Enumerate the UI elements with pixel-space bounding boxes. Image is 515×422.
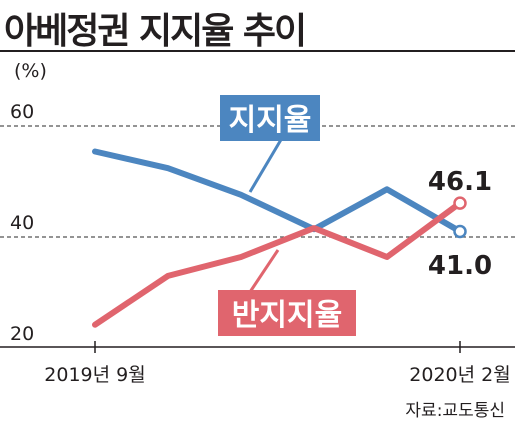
y-axis-unit: (%): [14, 60, 47, 82]
source-note: 자료:교도통신: [405, 401, 505, 421]
y-tick-20: 20: [10, 323, 34, 345]
disapproval-label-leader: [248, 249, 280, 293]
title-rule: [0, 50, 515, 52]
chart-title: 아베정권 지지율 추이: [4, 11, 307, 52]
approval-end-value: 41.0: [428, 251, 492, 281]
disapproval-label-box: [218, 290, 356, 336]
x-tick-label-end: 2020년 2월: [409, 364, 510, 386]
y-tick-60: 60: [10, 101, 34, 123]
x-tick-label-start: 2019년 9월: [44, 364, 145, 386]
series-layer: [92, 148, 467, 328]
approval-label-box: [220, 95, 320, 141]
disapproval-line: [92, 200, 463, 328]
y-tick-40: 40: [10, 212, 34, 234]
approval-label-leader: [248, 137, 284, 193]
disapproval-end-value: 46.1: [428, 167, 492, 197]
disapproval-point-5: [453, 196, 467, 210]
approval-point-5: [453, 224, 467, 239]
approval-line: [92, 148, 463, 235]
disapproval-series-label: 반지지율: [232, 298, 342, 333]
approval-series-label: 지지율: [229, 103, 312, 138]
